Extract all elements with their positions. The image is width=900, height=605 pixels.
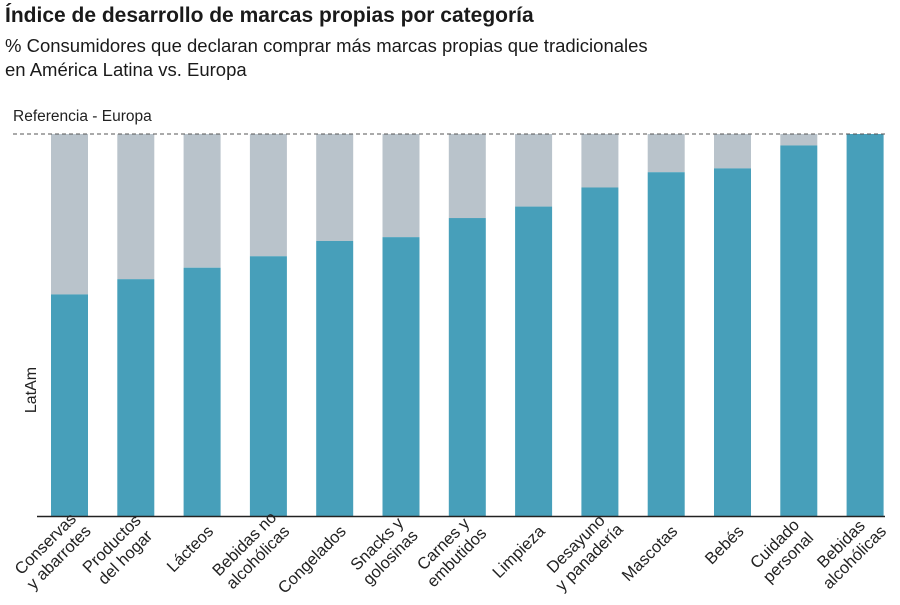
category-label: Mascotas <box>619 522 682 585</box>
latam-bar <box>117 279 155 516</box>
europe-gap-bar <box>117 134 155 280</box>
category-label: Cuidadopersonal <box>746 515 817 586</box>
europe-gap-bar <box>183 134 221 268</box>
category-label-line: Limpieza <box>489 522 549 582</box>
latam-bar <box>316 240 354 516</box>
category-label: Productosdel hogar <box>79 512 158 591</box>
category-label: Snacks ygolosinas <box>346 513 421 588</box>
latam-bar <box>382 237 420 516</box>
europe-gap-bar <box>316 134 354 241</box>
europe-gap-bar <box>714 134 751 169</box>
latam-bar <box>183 267 221 516</box>
reference-label: Referencia - Europa <box>13 108 152 125</box>
category-label: Desayunoy panadería <box>539 506 627 594</box>
category-label: Bebés <box>702 522 748 568</box>
europe-gap-bar <box>448 134 486 219</box>
latam-bar <box>780 145 818 516</box>
chart-title: Índice de desarrollo de marcas propias p… <box>5 4 534 27</box>
category-label: Bebidasalcohólicas <box>806 509 890 593</box>
category-label-line: Bebés <box>702 522 748 568</box>
europe-gap-bar <box>51 134 88 295</box>
category-label: Limpieza <box>489 522 549 582</box>
europe-gap-bar <box>249 134 287 257</box>
subtitle-line-1: % Consumidores que declaran comprar más … <box>5 35 648 56</box>
latam-bar <box>448 218 486 517</box>
category-label: Conservasy abarrotes <box>10 509 95 594</box>
latam-bar <box>647 172 685 516</box>
europe-gap-bar <box>581 134 619 188</box>
latam-bar <box>714 168 751 516</box>
latam-bar <box>846 134 884 516</box>
latam-bar <box>515 206 553 516</box>
latam-bar <box>51 294 88 516</box>
europe-gap-bar <box>382 134 420 238</box>
europe-gap-bar <box>780 134 818 146</box>
europe-gap-bar <box>647 134 685 173</box>
subtitle-line-2: en América Latina vs. Europa <box>5 59 247 80</box>
y-axis-label: LatAm <box>23 367 40 413</box>
category-label-line: Mascotas <box>619 522 682 585</box>
chart-subtitle: % Consumidores que declaran comprar más … <box>5 34 805 82</box>
latam-bar <box>249 256 287 516</box>
europe-gap-bar <box>515 134 553 207</box>
latam-bar <box>581 187 619 517</box>
category-label: Carnes yembutidos <box>410 511 490 591</box>
